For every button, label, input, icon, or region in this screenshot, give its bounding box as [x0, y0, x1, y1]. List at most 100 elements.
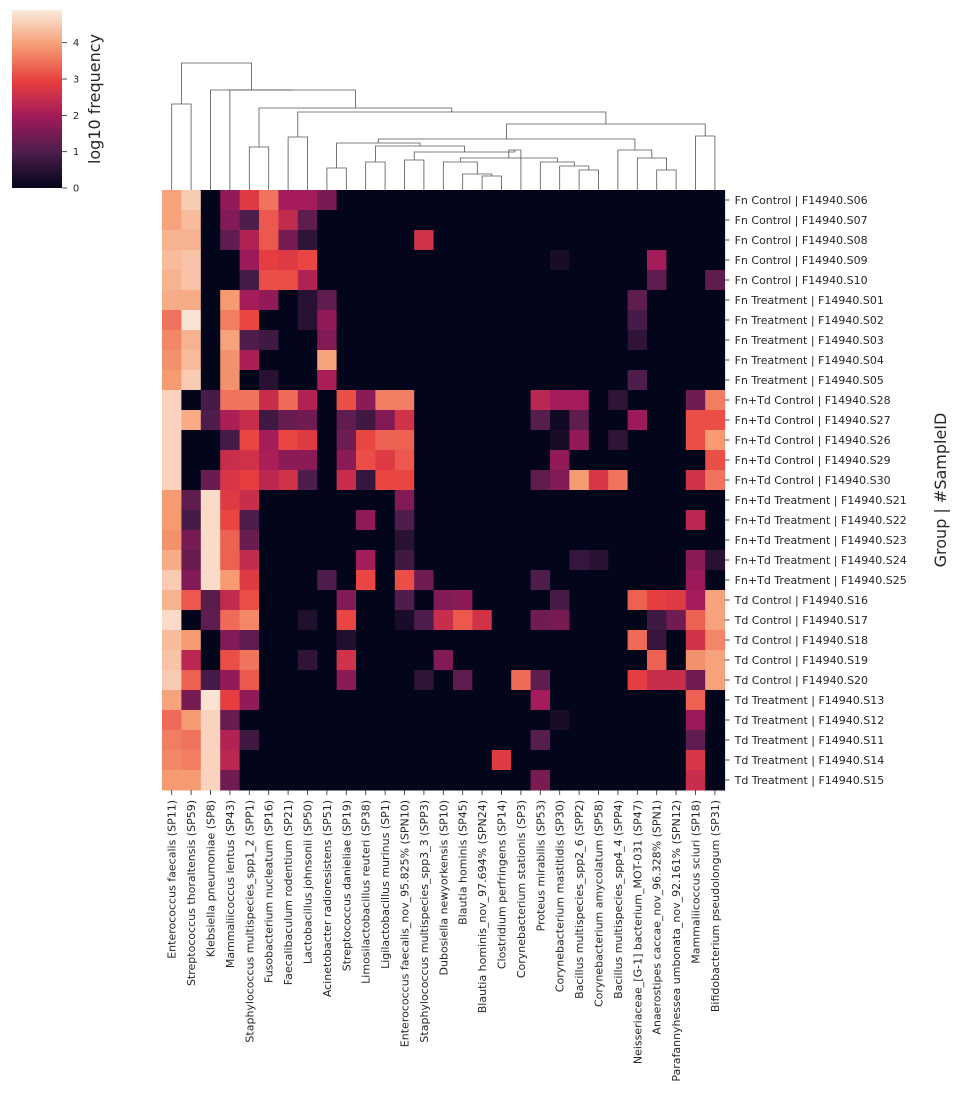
heatmap-cell — [200, 750, 221, 771]
heatmap-cell — [530, 590, 551, 611]
heatmap-cell — [220, 350, 241, 371]
heatmap-cell — [239, 470, 260, 491]
heatmap-cell — [394, 290, 415, 311]
heatmap-cell — [278, 550, 299, 571]
heatmap-cells — [162, 190, 726, 791]
heatmap-cell — [220, 250, 241, 271]
heatmap-cell — [375, 370, 396, 391]
heatmap-cell — [569, 490, 590, 511]
heatmap-cell — [433, 650, 454, 671]
column-tick-label: Staphylococcus multispecies_spp3_3 (SPP3… — [418, 800, 431, 1043]
heatmap-cell — [705, 330, 726, 351]
heatmap-cell — [550, 610, 570, 631]
heatmap-cell — [394, 730, 415, 751]
heatmap-cell — [317, 190, 338, 211]
heatmap-cell — [336, 370, 357, 391]
heatmap-cell — [414, 330, 435, 351]
heatmap-cell — [394, 550, 415, 571]
heatmap-cell — [608, 590, 629, 611]
heatmap-cell — [278, 190, 299, 211]
dendrogram-link — [326, 167, 347, 190]
column-tick-label: Acinetobacter radioresistens (SP51) — [321, 800, 334, 997]
heatmap-cell — [705, 650, 726, 671]
heatmap-cell — [627, 530, 648, 551]
heatmap-cell — [588, 350, 609, 371]
heatmap-cell — [394, 770, 415, 791]
colorbar-tick-label: 2 — [73, 111, 79, 122]
heatmap-cell — [530, 370, 551, 391]
heatmap-cell — [220, 270, 241, 291]
heatmap-cell — [666, 230, 687, 251]
heatmap-cell — [666, 630, 687, 651]
heatmap-cell — [472, 510, 493, 531]
heatmap-cell — [453, 610, 473, 631]
heatmap-cell — [181, 270, 202, 291]
heatmap-cell — [588, 470, 609, 491]
dendrogram-link — [404, 159, 425, 190]
heatmap-cell — [647, 550, 667, 571]
row-tick-label: Fn+Td Treatment | F14940.S23 — [735, 534, 907, 547]
heatmap-cell — [627, 310, 648, 331]
heatmap-cell — [550, 430, 570, 451]
heatmap-cell — [705, 550, 726, 571]
heatmap-cell — [336, 690, 357, 711]
heatmap-cell — [453, 650, 473, 671]
heatmap-cell — [627, 770, 648, 791]
row-tick-label: Fn+Td Treatment | F14940.S22 — [735, 514, 907, 527]
heatmap-cell — [336, 750, 357, 771]
heatmap-cell — [200, 710, 221, 731]
colorbar-tick-label: 4 — [73, 38, 79, 49]
heatmap-cell — [588, 770, 609, 791]
heatmap-cell — [666, 450, 687, 471]
heatmap-cell — [627, 590, 648, 611]
heatmap-cell — [569, 590, 590, 611]
heatmap-cell — [356, 330, 376, 351]
heatmap-cell — [317, 710, 338, 731]
heatmap-cell — [220, 230, 241, 251]
column-tick-label: Corynebacterium amycolatum (SP58) — [593, 800, 606, 1007]
column-dendrogram — [171, 62, 716, 190]
heatmap-cell — [705, 490, 726, 511]
heatmap-cell — [297, 590, 318, 611]
heatmap-cell — [685, 590, 706, 611]
heatmap-cell — [375, 690, 396, 711]
colorbar-ticks: 0 1 2 3 4 — [62, 38, 79, 195]
heatmap-cell — [297, 750, 318, 771]
heatmap-cell — [647, 470, 667, 491]
heatmap-cell — [394, 530, 415, 551]
heatmap-cell — [181, 190, 202, 211]
heatmap-cell — [433, 490, 454, 511]
heatmap-cell — [278, 330, 299, 351]
heatmap-cell — [588, 650, 609, 671]
heatmap-cell — [685, 410, 706, 431]
heatmap-cell — [530, 330, 551, 351]
heatmap-cell — [511, 510, 532, 531]
heatmap-cell — [297, 190, 318, 211]
heatmap-cell — [394, 430, 415, 451]
heatmap-cell — [356, 230, 376, 251]
heatmap-cell — [200, 550, 221, 571]
heatmap-cell — [200, 310, 221, 331]
heatmap-cell — [394, 710, 415, 731]
row-tick-label: Fn Treatment | F14940.S02 — [735, 314, 884, 327]
heatmap-cell — [297, 250, 318, 271]
heatmap-cell — [627, 650, 648, 671]
heatmap-cell — [685, 390, 706, 411]
heatmap-cell — [511, 710, 532, 731]
heatmap-cell — [530, 230, 551, 251]
heatmap-cell — [375, 310, 396, 331]
column-tick-label: Blautia hominis_nov_97.694% (SPN24) — [476, 800, 489, 1013]
heatmap-cell — [356, 710, 376, 731]
heatmap-cell — [394, 350, 415, 371]
heatmap-cell — [550, 770, 570, 791]
heatmap-cell — [375, 430, 396, 451]
heatmap-cell — [336, 470, 357, 491]
heatmap-cell — [491, 550, 512, 571]
heatmap-cell — [569, 510, 590, 531]
heatmap-cell — [608, 610, 629, 631]
heatmap-cell — [472, 390, 493, 411]
heatmap-cell — [259, 190, 279, 211]
heatmap-cell — [336, 610, 357, 631]
column-tick-label: Streptococcus thoraltensis (SP59) — [185, 800, 198, 986]
heatmap-cell — [588, 190, 609, 211]
